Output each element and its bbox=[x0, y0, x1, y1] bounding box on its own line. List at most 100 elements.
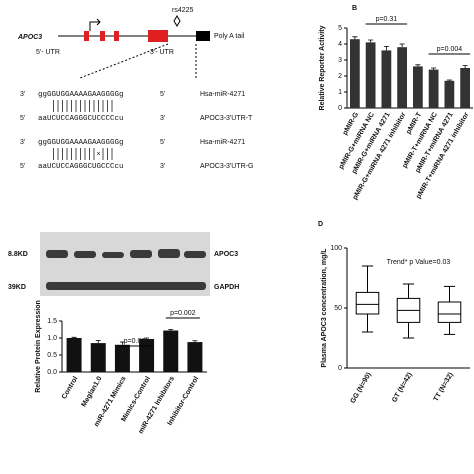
y-tick-label: 0 bbox=[338, 105, 342, 112]
x-tick-label: GG (N=90) bbox=[350, 371, 373, 404]
utr5-label: 5'- UTR bbox=[36, 49, 60, 56]
bar bbox=[139, 339, 155, 372]
band bbox=[158, 249, 180, 258]
error-bar bbox=[192, 340, 198, 343]
error-bar bbox=[462, 65, 468, 68]
bar bbox=[66, 338, 82, 372]
bar bbox=[349, 39, 360, 109]
bar bbox=[114, 344, 130, 372]
snp-label: rs4225 bbox=[172, 7, 194, 14]
x-tick-label: Control bbox=[61, 375, 80, 400]
gene-diagram: APOC3 rs4225 Poly A tail 5'- UTR 3'- UTR… bbox=[17, 7, 253, 171]
bar bbox=[90, 343, 106, 372]
strand-end: 3' bbox=[160, 163, 165, 170]
blot-protein: APOC3 bbox=[214, 251, 238, 258]
sequence: aaUCUCCAGGGCUCCCCcu bbox=[38, 115, 124, 123]
y-axis-label: Relative Protein Expression bbox=[35, 300, 42, 393]
strand-end: 3' bbox=[160, 115, 165, 122]
y-tick-label: 3 bbox=[338, 57, 342, 64]
p-value: p=0.002 bbox=[170, 310, 196, 317]
sequence: aaUCUCCAGGGCUGCCCcu bbox=[38, 163, 124, 171]
y-tick-label: 1.0 bbox=[47, 335, 57, 342]
band bbox=[46, 282, 206, 290]
band bbox=[46, 250, 68, 258]
error-bar bbox=[144, 337, 150, 340]
y-axis-label: Relative Reporter Activity bbox=[319, 25, 326, 110]
y-tick-label: 4 bbox=[338, 41, 342, 48]
chart-title: Trend* p Value=0.03 bbox=[387, 259, 451, 266]
y-tick-label: 0.0 bbox=[47, 369, 57, 376]
mismatch: × bbox=[97, 151, 101, 158]
error-bar bbox=[399, 43, 405, 48]
sequence-name: Hsa-miR-4271 bbox=[200, 139, 245, 146]
error-bar bbox=[95, 339, 101, 344]
p-value: p=0.31 bbox=[376, 16, 398, 23]
band bbox=[102, 252, 124, 258]
y-tick-label: 0.5 bbox=[47, 352, 57, 359]
error-bar bbox=[383, 46, 389, 51]
y-tick-label: 100 bbox=[330, 245, 342, 252]
bar bbox=[163, 330, 179, 372]
exon bbox=[114, 31, 119, 41]
exon bbox=[100, 31, 105, 41]
strand-end: 5' bbox=[20, 115, 25, 122]
blot-size: 39KD bbox=[8, 284, 26, 291]
x-tick-label: TT (N=32) bbox=[433, 371, 455, 402]
error-bar bbox=[71, 336, 77, 338]
blot-size: 8.8KD bbox=[8, 251, 28, 258]
error-bar bbox=[119, 341, 125, 345]
polya-label: Poly A tail bbox=[214, 33, 245, 40]
tss-arrow bbox=[89, 18, 101, 31]
strand-end: 5' bbox=[160, 91, 165, 98]
bar bbox=[444, 80, 455, 108]
y-tick-label: 5 bbox=[338, 25, 342, 32]
error-bar bbox=[415, 64, 421, 67]
x-tick-label: GT (N=42) bbox=[391, 371, 414, 403]
y-tick-label: 0 bbox=[338, 365, 342, 372]
strand-end: 5' bbox=[20, 163, 25, 170]
sequence: ggGGUGGAAAAGAAGGGGg bbox=[38, 91, 124, 99]
bar bbox=[397, 47, 408, 108]
snp-marker bbox=[173, 15, 181, 27]
panel-label: D bbox=[318, 221, 323, 228]
p-value: p=0.004 bbox=[437, 46, 463, 53]
bar bbox=[412, 66, 423, 108]
box bbox=[437, 301, 462, 323]
y-tick-label: 1 bbox=[338, 89, 342, 96]
bar bbox=[428, 69, 439, 108]
western-blot: 8.8KD APOC3 39KD GAPDH bbox=[8, 232, 239, 296]
band bbox=[130, 250, 152, 258]
box bbox=[355, 291, 380, 315]
exon bbox=[148, 30, 168, 42]
zoom-line bbox=[79, 43, 169, 79]
bar bbox=[460, 68, 471, 108]
gene-name: APOC3 bbox=[17, 34, 42, 41]
error-bar bbox=[352, 36, 358, 40]
polya-box bbox=[196, 31, 210, 41]
bar bbox=[187, 342, 203, 372]
exon bbox=[84, 31, 89, 41]
error-bar bbox=[446, 79, 452, 81]
y-tick-label: 1.5 bbox=[47, 318, 57, 325]
sequence: ggGGUGGAAAAGAAGGGGg bbox=[38, 139, 124, 147]
y-tick-label: 50 bbox=[334, 305, 342, 312]
strand-end: 3' bbox=[20, 139, 25, 146]
p-value: p=0.02 bbox=[124, 338, 146, 345]
bar bbox=[381, 50, 392, 108]
error-bar bbox=[168, 329, 174, 331]
bar bbox=[365, 42, 376, 108]
pairs: 3' ggGGUGGAAAAGAAGGGGg 5' Hsa-miR-4271 5' aaU… bbox=[20, 91, 253, 171]
utr3-label: 3'- UTR bbox=[150, 49, 174, 56]
band bbox=[184, 251, 206, 258]
y-tick-label: 2 bbox=[338, 73, 342, 80]
error-bar bbox=[368, 39, 374, 43]
sequence-name: Hsa-miR-4271 bbox=[200, 91, 245, 98]
blot-protein: GAPDH bbox=[214, 284, 239, 291]
panel-label: B bbox=[352, 5, 357, 12]
sequence-name: APOC3-3'UTR-T bbox=[200, 115, 253, 122]
band bbox=[74, 251, 96, 258]
x-tick-label: Meglan1.0 bbox=[81, 375, 104, 408]
strand-end: 5' bbox=[160, 139, 165, 146]
